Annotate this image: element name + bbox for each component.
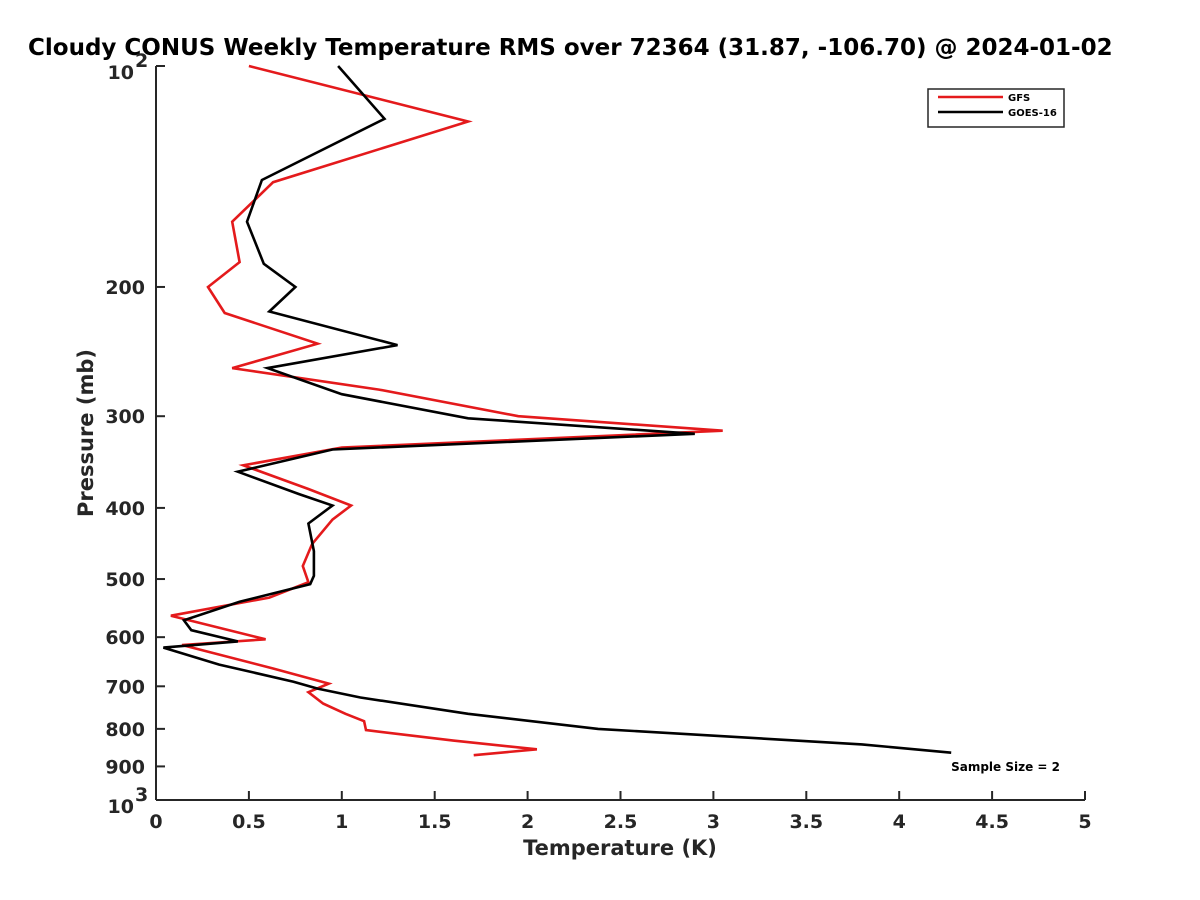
x-tick-label: 2.5 <box>604 811 638 833</box>
y-tick-label: 102 <box>108 50 149 84</box>
y-tick-label: 700 <box>105 676 145 698</box>
y-tick-label: 500 <box>105 569 145 591</box>
y-tick-label: 200 <box>105 277 145 299</box>
x-tick-label: 0 <box>149 811 162 833</box>
x-tick-label: 1.5 <box>418 811 452 833</box>
y-axis-label: Pressure (mb) <box>74 349 98 517</box>
x-tick-label: 4 <box>893 811 906 833</box>
y-tick-base: 400 <box>105 498 145 520</box>
y-tick-exponent: 3 <box>135 784 148 806</box>
x-axis-label: Temperature (K) <box>523 836 717 860</box>
y-tick-label: 600 <box>105 627 145 649</box>
y-tick-base: 10 <box>108 62 134 84</box>
legend-label: GOES-16 <box>1008 108 1057 119</box>
y-tick-base: 600 <box>105 627 145 649</box>
y-tick-label: 400 <box>105 498 145 520</box>
x-tick-label: 4.5 <box>975 811 1009 833</box>
x-tick-label: 3.5 <box>789 811 823 833</box>
y-tick-base: 700 <box>105 676 145 698</box>
series-layer <box>163 64 952 757</box>
x-tick-label: 0.5 <box>232 811 266 833</box>
y-tick-base: 300 <box>105 406 145 428</box>
x-tick-label: 5 <box>1078 811 1091 833</box>
y-tick-exponent: 2 <box>135 50 148 72</box>
x-tick-label: 3 <box>707 811 720 833</box>
y-tick-label: 900 <box>105 756 145 778</box>
legend-box <box>927 88 1065 128</box>
series-line-goes-16 <box>163 65 952 754</box>
legend-label: GFS <box>1008 93 1030 104</box>
y-tick-base: 10 <box>108 796 134 818</box>
x-tick-label: 1 <box>335 811 348 833</box>
plot-axes: 0 0.5 1 1.5 2 2.5 3 3.5 4 4.5 51022003004005006007… <box>105 50 1091 833</box>
y-tick-base: 800 <box>105 719 145 741</box>
y-tick-base: 500 <box>105 569 145 591</box>
y-tick-base: 900 <box>105 756 145 778</box>
y-tick-label: 300 <box>105 406 145 428</box>
chart-title: Cloudy CONUS Weekly Temperature RMS over… <box>28 35 1113 61</box>
legend: GFS GOES-16 <box>927 88 1065 128</box>
x-tick-label: 2 <box>521 811 534 833</box>
y-tick-base: 200 <box>105 277 145 299</box>
sample-size-annotation: Sample Size = 2 <box>951 760 1060 774</box>
y-tick-label: 800 <box>105 719 145 741</box>
y-tick-label: 103 <box>108 784 149 818</box>
series-line-gfs <box>170 64 723 757</box>
